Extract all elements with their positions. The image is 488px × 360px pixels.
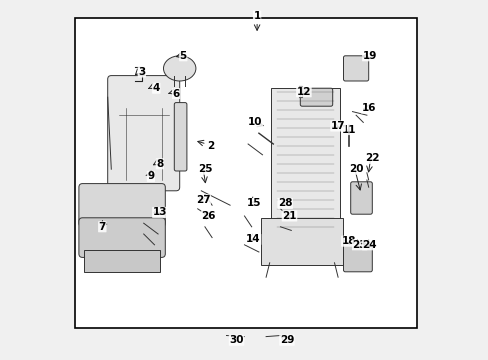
FancyBboxPatch shape <box>75 18 416 328</box>
Text: 25: 25 <box>197 164 212 174</box>
FancyBboxPatch shape <box>343 243 371 272</box>
Text: 23: 23 <box>352 240 366 250</box>
FancyBboxPatch shape <box>79 218 165 257</box>
Text: 8: 8 <box>156 159 163 169</box>
Text: 5: 5 <box>179 51 186 61</box>
Text: 3: 3 <box>138 67 145 77</box>
Text: 7: 7 <box>99 222 106 232</box>
Text: 9: 9 <box>147 171 154 181</box>
Ellipse shape <box>163 56 196 81</box>
Text: 17: 17 <box>330 121 345 131</box>
Text: 29: 29 <box>279 335 294 345</box>
Text: 14: 14 <box>245 234 260 244</box>
Text: 19: 19 <box>362 51 376 61</box>
Text: 21: 21 <box>282 211 296 221</box>
FancyBboxPatch shape <box>107 76 179 191</box>
Text: 4: 4 <box>152 83 160 93</box>
Text: 18: 18 <box>341 236 355 246</box>
Text: 2: 2 <box>206 141 213 151</box>
FancyBboxPatch shape <box>260 218 343 265</box>
Text: 28: 28 <box>277 198 292 208</box>
FancyBboxPatch shape <box>300 88 332 106</box>
Text: 6: 6 <box>172 89 180 99</box>
Text: 16: 16 <box>361 103 375 113</box>
Text: 26: 26 <box>201 211 215 221</box>
FancyBboxPatch shape <box>84 250 160 272</box>
Text: 12: 12 <box>296 87 310 97</box>
Text: 27: 27 <box>195 195 210 205</box>
Text: 24: 24 <box>362 240 376 250</box>
Text: 13: 13 <box>152 207 167 217</box>
Text: 20: 20 <box>348 164 363 174</box>
Text: 30: 30 <box>229 335 244 345</box>
Text: 11: 11 <box>341 125 355 135</box>
Text: 15: 15 <box>246 198 261 208</box>
FancyBboxPatch shape <box>343 56 368 81</box>
FancyBboxPatch shape <box>174 103 186 171</box>
Text: 1: 1 <box>253 11 260 21</box>
Text: 22: 22 <box>365 153 379 163</box>
FancyBboxPatch shape <box>271 88 339 236</box>
FancyBboxPatch shape <box>79 184 165 227</box>
Text: 10: 10 <box>247 117 262 127</box>
FancyBboxPatch shape <box>350 182 371 214</box>
